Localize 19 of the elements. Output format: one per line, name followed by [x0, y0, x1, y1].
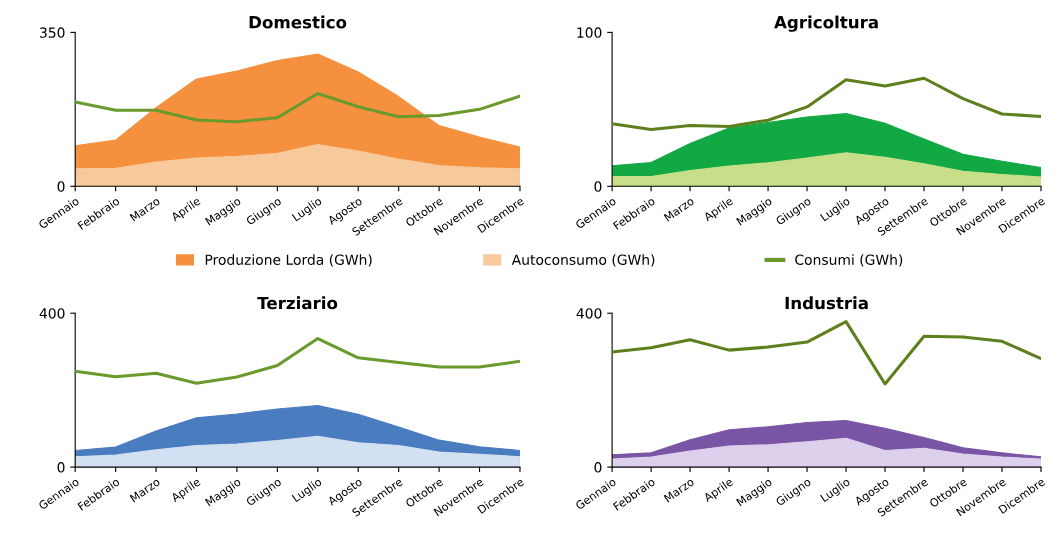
legend-label: Autoconsumo (GWh): [511, 254, 655, 267]
legend-label: Consumi (GWh): [795, 254, 903, 267]
y-tick-label: 0: [594, 462, 602, 473]
chart-title: Industria: [785, 296, 868, 310]
chart-title: Agricoltura: [774, 15, 878, 32]
y-tick-label: 0: [57, 462, 65, 473]
line-series: [612, 320, 1041, 386]
line-series: [75, 337, 520, 385]
y-tick-label: 0: [594, 181, 602, 192]
y-tick-label: 0: [57, 181, 65, 192]
y-tick-label: 400: [39, 308, 65, 319]
line-series: [612, 76, 1041, 132]
legend-label: Produzione Lorda (GWh): [205, 254, 372, 267]
chart-title: Domestico: [249, 15, 347, 29]
chart-title: Terziario: [257, 296, 338, 310]
y-tick-label: 350: [40, 27, 65, 38]
y-tick-label: 400: [576, 308, 602, 319]
y-tick-label: 100: [577, 27, 602, 38]
line-series: [75, 91, 520, 124]
